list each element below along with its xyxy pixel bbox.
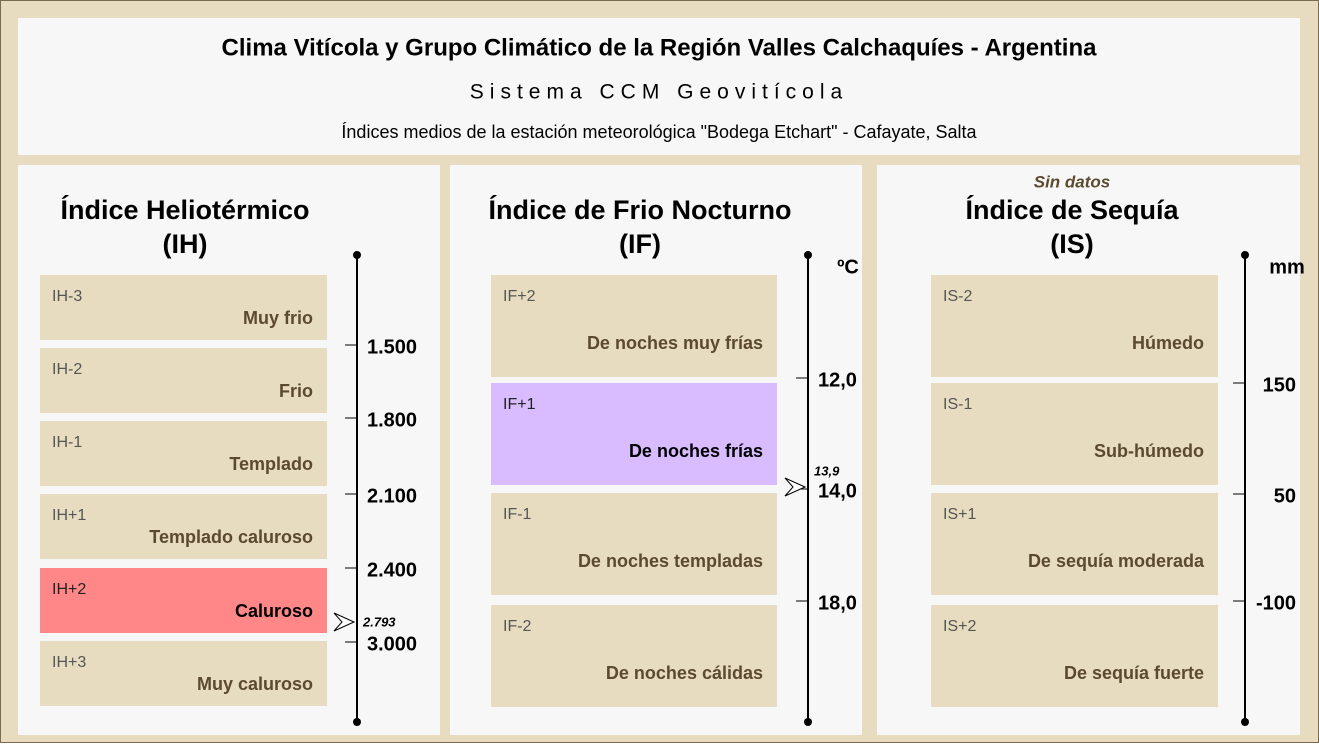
- class-label: De noches frías: [629, 441, 763, 461]
- class-box: [491, 605, 777, 707]
- class-box: [491, 275, 777, 377]
- class-label: Sub-húmedo: [1094, 441, 1204, 461]
- class-label: Caluroso: [235, 601, 313, 621]
- tick-label: 14,0: [818, 480, 857, 502]
- class-label: De sequía moderada: [1028, 551, 1205, 571]
- panel-abbr: (IF): [619, 229, 661, 259]
- class-code: IS+2: [943, 618, 976, 635]
- unit: mm: [1269, 256, 1305, 278]
- class-code: IF-1: [503, 506, 532, 523]
- axis-end: [1241, 251, 1249, 259]
- axis-end: [353, 718, 361, 726]
- marker-label: 13,9: [814, 463, 840, 478]
- tick-label: 12,0: [818, 369, 857, 391]
- marker: [333, 612, 356, 632]
- class-code: IS-1: [943, 396, 972, 413]
- tick-label: 3.000: [367, 633, 417, 655]
- tick-label: 2.100: [367, 485, 417, 507]
- class-code: IH+1: [52, 507, 86, 524]
- class-label: Húmedo: [1132, 333, 1204, 353]
- class-box: [931, 275, 1218, 377]
- class-box: [40, 348, 327, 413]
- panel-abbr: (IS): [1050, 229, 1094, 259]
- header-box: [18, 18, 1300, 155]
- class-code: IF+1: [503, 396, 536, 413]
- class-label: De noches muy frías: [587, 333, 763, 353]
- class-code: IS+1: [943, 506, 976, 523]
- panel-abbr: (IH): [163, 229, 208, 259]
- panel-title: Índice de Frio Nocturno: [488, 194, 791, 225]
- tick-label: 50: [1274, 485, 1296, 507]
- class-label: De sequía fuerte: [1064, 663, 1204, 683]
- class-code: IS-2: [943, 288, 972, 305]
- class-label: Templado: [229, 454, 313, 474]
- class-box: [40, 568, 327, 633]
- unit: ºC: [837, 256, 859, 278]
- class-box: [40, 494, 327, 559]
- class-code: IH-3: [52, 288, 82, 305]
- title: Clima Vitícola y Grupo Climático de la R…: [222, 34, 1098, 61]
- class-code: IF-2: [503, 618, 532, 635]
- class-label: Frio: [279, 381, 313, 401]
- class-label: Muy frio: [243, 308, 313, 328]
- tick-label: 2.400: [367, 559, 417, 581]
- class-box: [931, 605, 1218, 707]
- class-box: [40, 275, 327, 340]
- axis-end: [804, 251, 812, 259]
- tick-label: -100: [1256, 592, 1296, 614]
- class-label: De noches templadas: [578, 551, 763, 571]
- class-code: IH-1: [52, 434, 82, 451]
- class-code: IF+2: [503, 288, 536, 305]
- class-box: [491, 383, 777, 485]
- class-box: [40, 421, 327, 486]
- class-label: Muy caluroso: [197, 674, 313, 694]
- class-code: IH-2: [52, 361, 82, 378]
- class-box: [491, 493, 777, 595]
- class-box: [931, 383, 1218, 485]
- class-box: [931, 493, 1218, 595]
- subtitle: Sistema CCM Geovitícola: [470, 81, 848, 104]
- tick-label: 1.800: [367, 409, 417, 431]
- axis-end: [804, 718, 812, 726]
- tick-label: 150: [1263, 374, 1296, 396]
- panel-title: Índice Heliotérmico: [60, 194, 309, 225]
- panel-title: Índice de Sequía: [965, 194, 1179, 225]
- class-label: De noches cálidas: [606, 663, 763, 683]
- class-code: IH+3: [52, 654, 86, 671]
- axis-end: [1241, 718, 1249, 726]
- description: Índices medios de la estación meteorológ…: [341, 122, 977, 142]
- class-code: IH+2: [52, 581, 86, 598]
- axis-end: [353, 251, 361, 259]
- marker-label: 2.793: [362, 614, 396, 629]
- marker: [784, 477, 807, 497]
- class-label: Templado caluroso: [149, 527, 313, 547]
- note: Sin datos: [1034, 172, 1111, 191]
- tick-label: 18,0: [818, 592, 857, 614]
- class-box: [40, 641, 327, 706]
- tick-label: 1.500: [367, 336, 417, 358]
